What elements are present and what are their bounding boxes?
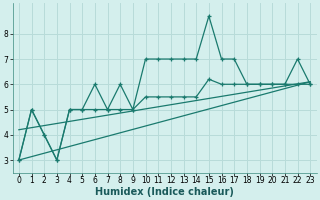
X-axis label: Humidex (Indice chaleur): Humidex (Indice chaleur): [95, 187, 234, 197]
